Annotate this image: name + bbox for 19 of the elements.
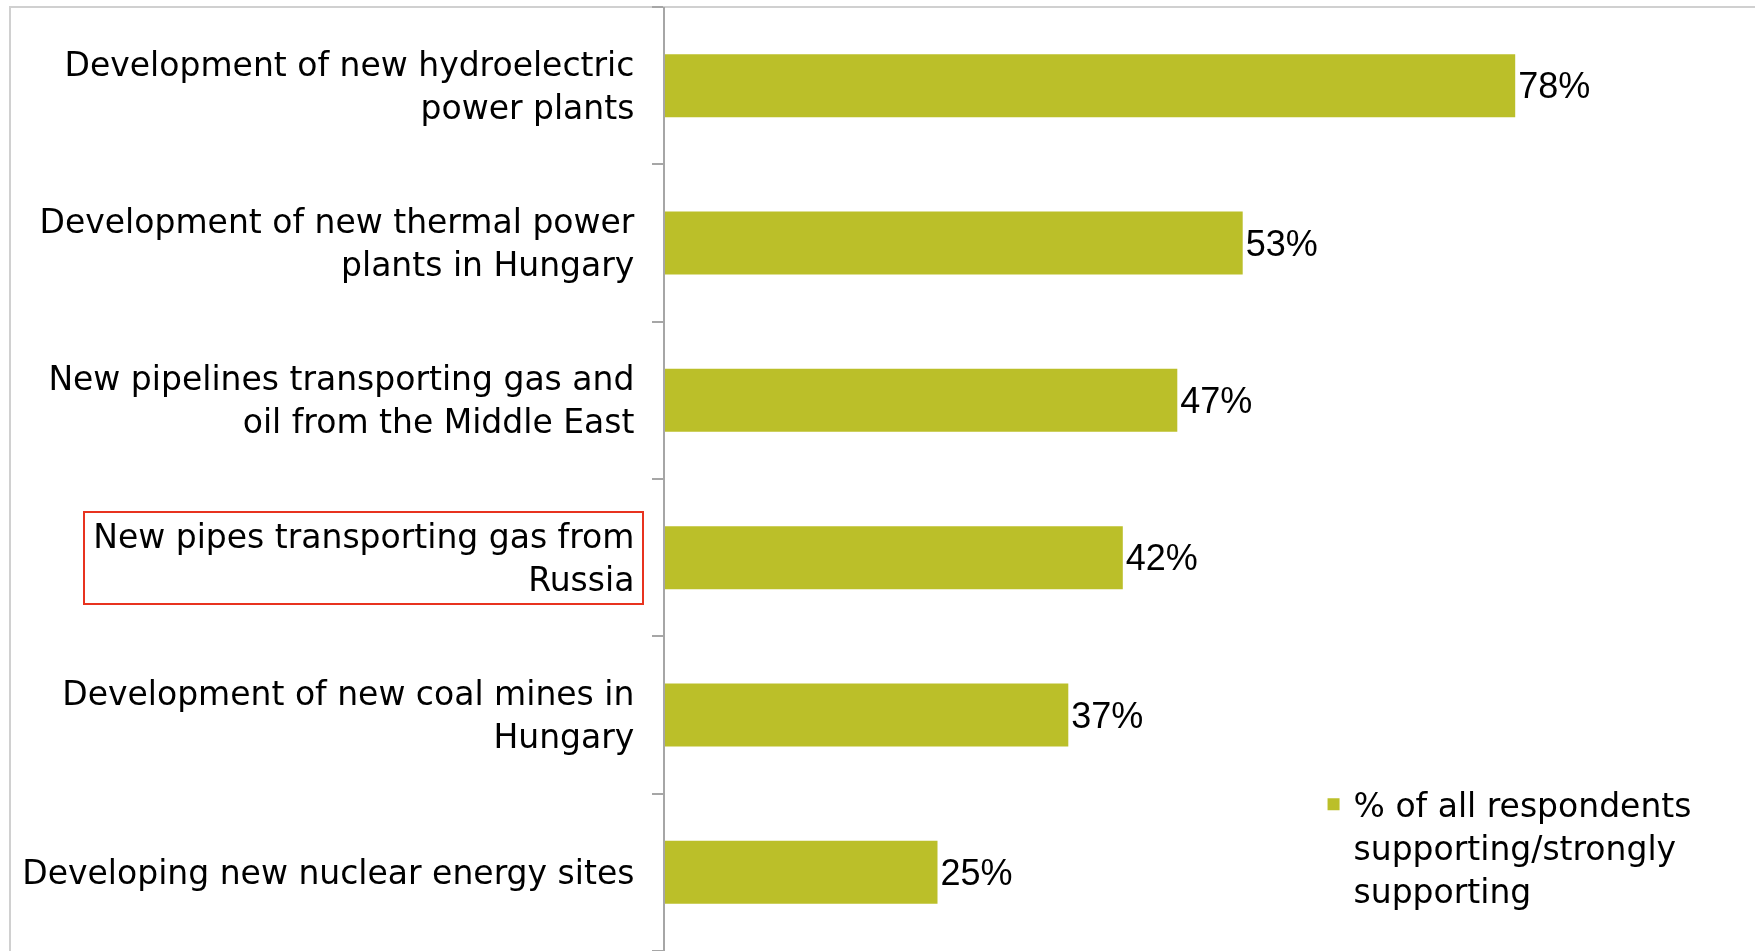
bar (665, 211, 1243, 275)
bar (665, 54, 1516, 118)
bar (665, 840, 938, 904)
y-tick-label: Developing new nuclear energy sites (22, 852, 635, 892)
y-tick-label: New pipelines transporting gas and oil from the Middle East (48, 359, 635, 442)
y-tick-label: Development of new hydroelectric power plants (64, 44, 635, 127)
y-tick-label: New pipes transporting gas from Russia (93, 516, 635, 599)
bar (665, 526, 1123, 590)
data-label: 53% (1245, 222, 1318, 264)
data-label: 25% (940, 851, 1013, 893)
y-tick-label: Development of new thermal power plants in Hungary (39, 202, 635, 284)
legend-label: % of all respondents supporting/strongly supporting (1353, 786, 1692, 911)
data-label: 37% (1071, 694, 1144, 736)
data-label: 42% (1125, 537, 1198, 579)
data-label: 78% (1518, 65, 1591, 107)
bar (665, 368, 1178, 432)
y-tick-label: Development of new coal mines in Hungary (62, 674, 635, 756)
bar (665, 683, 1069, 747)
data-label: 47% (1180, 379, 1253, 421)
